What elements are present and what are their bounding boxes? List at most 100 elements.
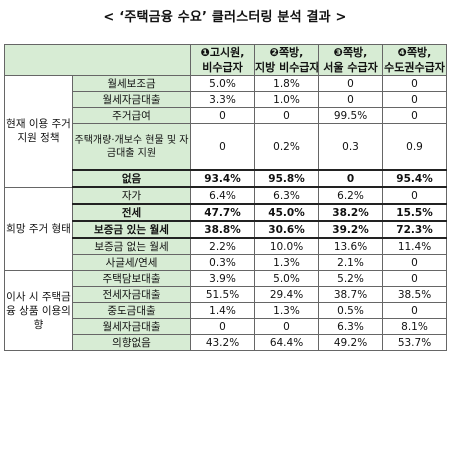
- cell: 43.2%: [190, 334, 255, 351]
- cell: 38.5%: [382, 286, 447, 303]
- cell: 1.3%: [254, 254, 319, 271]
- cell: 38.2%: [318, 203, 383, 222]
- cell: 0: [318, 91, 383, 108]
- cell: 0: [382, 75, 447, 92]
- table-row: 월세자금대출 0 0 6.3% 8.1%: [5, 318, 447, 335]
- group-label-financing-intent: 이사 시 주택금융 상품 이용의향: [4, 270, 73, 351]
- cell: 0.3: [318, 123, 383, 171]
- row-label: 주택담보대출: [72, 270, 191, 287]
- column-header-3: ❸쪽방, 서울 수급자: [318, 44, 383, 76]
- row-label: 없음: [72, 169, 191, 188]
- cell: 0: [318, 75, 383, 92]
- cell: 30.6%: [254, 220, 319, 239]
- row-label: 의향없음: [72, 334, 191, 351]
- cell: 6.2%: [318, 186, 383, 205]
- cell: 6.3%: [254, 186, 319, 205]
- cell: 0: [382, 107, 447, 124]
- cell: 0: [254, 107, 319, 124]
- cell: 2.1%: [318, 254, 383, 271]
- cell: 1.4%: [190, 302, 255, 319]
- header-blank: [4, 44, 191, 76]
- cell: 0.5%: [318, 302, 383, 319]
- cell: 5.0%: [254, 270, 319, 287]
- cell: 95.8%: [254, 169, 319, 188]
- cell: 0.3%: [190, 254, 255, 271]
- cell: 99.5%: [318, 107, 383, 124]
- column-header-1: ❶고시원, 비수급자: [190, 44, 255, 76]
- group-label-current-support: 현재 이용 주거 지원 정책: [4, 75, 73, 188]
- table-row: 월세자금대출 3.3% 1.0% 0 0: [5, 91, 447, 108]
- cell: 3.3%: [190, 91, 255, 108]
- row-label: 주택개량·개보수 현물 및 자금대출 지원: [72, 123, 191, 171]
- cell: 53.7%: [382, 334, 447, 351]
- cell: 1.3%: [254, 302, 319, 319]
- cell: 51.5%: [190, 286, 255, 303]
- cell: 49.2%: [318, 334, 383, 351]
- cell: 0: [382, 91, 447, 108]
- table-row: 주거급여 0 0 99.5% 0: [5, 107, 447, 124]
- cell: 0: [190, 107, 255, 124]
- table-row: 주택개량·개보수 현물 및 자금대출 지원 0 0.2% 0.3 0.9: [5, 123, 447, 171]
- cell: 6.3%: [318, 318, 383, 335]
- cell: 0: [382, 270, 447, 287]
- row-label: 보증금 있는 월세: [72, 220, 191, 239]
- table-row: 전세자금대출 51.5% 29.4% 38.7% 38.5%: [5, 286, 447, 303]
- cell: 38.7%: [318, 286, 383, 303]
- row-label: 전세자금대출: [72, 286, 191, 303]
- row-label: 월세보조금: [72, 75, 191, 92]
- cell: 0: [190, 123, 255, 171]
- cell: 38.8%: [190, 220, 255, 239]
- row-label: 월세자금대출: [72, 318, 191, 335]
- cell: 5.0%: [190, 75, 255, 92]
- table-row: 현재 이용 주거 지원 정책 월세보조금 5.0% 1.8% 0 0: [4, 75, 447, 188]
- table-row: 전세 47.7% 45.0% 38.2% 15.5%: [5, 203, 447, 222]
- cell: 0: [382, 186, 447, 205]
- cell: 0.9: [382, 123, 447, 171]
- table-row: 보증금 없는 월세 2.2% 10.0% 13.6% 11.4%: [5, 237, 447, 255]
- cell: 93.4%: [190, 169, 255, 188]
- cell: 64.4%: [254, 334, 319, 351]
- clustering-result-table: ❶고시원, 비수급자 ❷쪽방, 지방 비수급자 ❸쪽방, 서울 수급자 ❹쪽방, 수도권…: [4, 44, 447, 351]
- table-row: 사글세/연세 0.3% 1.3% 2.1% 0: [5, 254, 447, 271]
- row-label: 보증금 없는 월세: [72, 237, 191, 255]
- cell: 72.3%: [382, 220, 447, 239]
- cell: 39.2%: [318, 220, 383, 239]
- cell: 8.1%: [382, 318, 447, 335]
- cell: 95.4%: [382, 169, 447, 188]
- cell: 0: [254, 318, 319, 335]
- group-label-desired-housing: 희망 주거 형태: [4, 186, 73, 271]
- row-label: 전세: [72, 203, 191, 222]
- column-header-4: ❹쪽방, 수도권수급자: [382, 44, 447, 76]
- table-row: 의향없음 43.2% 64.4% 49.2% 53.7%: [5, 334, 447, 351]
- table-row: 희망 주거 형태 자가 6.4% 6.3% 6.2% 0: [4, 186, 447, 271]
- cell: 0.2%: [254, 123, 319, 171]
- row-label: 중도금대출: [72, 302, 191, 319]
- cell: 0: [382, 254, 447, 271]
- cell: 1.0%: [254, 91, 319, 108]
- cell: 2.2%: [190, 237, 255, 255]
- cell: 3.9%: [190, 270, 255, 287]
- table-row: 이사 시 주택금융 상품 이용의향 주택담보대출 3.9% 5.0% 5.2% …: [4, 270, 447, 351]
- cell: 10.0%: [254, 237, 319, 255]
- row-label: 월세자금대출: [72, 91, 191, 108]
- cell: 45.0%: [254, 203, 319, 222]
- row-label: 자가: [72, 186, 191, 205]
- cell: 0: [318, 169, 383, 188]
- cell: 15.5%: [382, 203, 447, 222]
- cell: 11.4%: [382, 237, 447, 255]
- cell: 0: [382, 302, 447, 319]
- row-label: 사글세/연세: [72, 254, 191, 271]
- cell: 0: [190, 318, 255, 335]
- table-row: 없음 93.4% 95.8% 0 95.4%: [5, 169, 447, 188]
- table-title: < ‘주택금융 수요’ 클러스터링 분석 결과 >: [103, 10, 347, 25]
- cell: 29.4%: [254, 286, 319, 303]
- header-row: ❶고시원, 비수급자 ❷쪽방, 지방 비수급자 ❸쪽방, 서울 수급자 ❹쪽방, 수도권…: [4, 44, 447, 76]
- cell: 5.2%: [318, 270, 383, 287]
- cell: 6.4%: [190, 186, 255, 205]
- row-label: 주거급여: [72, 107, 191, 124]
- table-row: 보증금 있는 월세 38.8% 30.6% 39.2% 72.3%: [5, 220, 447, 239]
- cell: 13.6%: [318, 237, 383, 255]
- cell: 47.7%: [190, 203, 255, 222]
- cell: 1.8%: [254, 75, 319, 92]
- column-header-2: ❷쪽방, 지방 비수급자: [254, 44, 319, 76]
